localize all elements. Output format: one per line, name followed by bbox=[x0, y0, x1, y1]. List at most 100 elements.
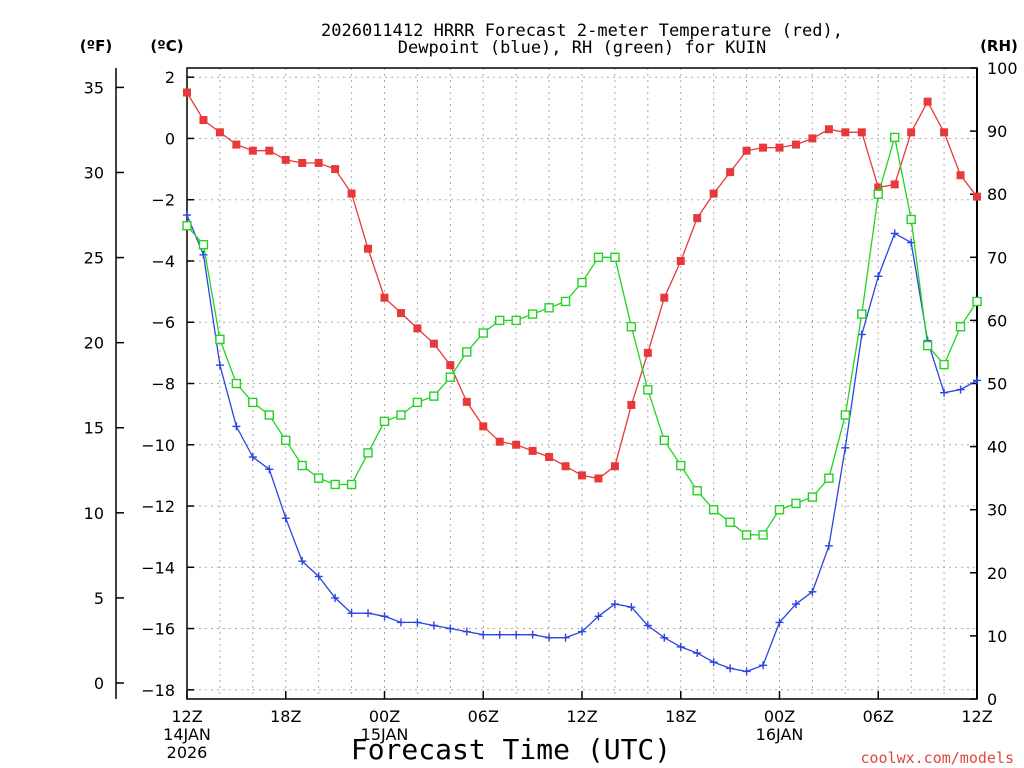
data-point bbox=[313, 473, 324, 483]
data-point bbox=[759, 143, 768, 152]
x-tick-label: 12Z bbox=[566, 707, 597, 726]
data-point bbox=[561, 462, 570, 471]
celsius-tick-label: 0 bbox=[165, 129, 175, 148]
data-point bbox=[922, 340, 933, 351]
series-dewpoint bbox=[183, 211, 981, 676]
celsius-tick-label: −12 bbox=[141, 497, 175, 516]
data-point bbox=[874, 272, 883, 281]
x-tick-label: 16JAN bbox=[756, 725, 804, 744]
data-point bbox=[741, 530, 752, 540]
data-point bbox=[527, 309, 538, 319]
data-point bbox=[643, 385, 653, 395]
data-point bbox=[495, 315, 505, 326]
x-axis-title: Forecast Time (UTC) bbox=[351, 733, 671, 766]
data-point bbox=[610, 600, 619, 609]
rh-tick-label: 40 bbox=[987, 438, 1007, 457]
data-point bbox=[561, 633, 570, 642]
data-point bbox=[890, 180, 899, 189]
data-point bbox=[594, 612, 603, 621]
rh-unit-label: (RH) bbox=[980, 37, 1018, 55]
data-point bbox=[331, 165, 340, 174]
fahrenheit-tick-label: 30 bbox=[84, 163, 104, 182]
data-point bbox=[347, 609, 356, 618]
x-tick-label: 15JAN bbox=[361, 725, 409, 744]
data-point bbox=[380, 293, 389, 302]
data-point bbox=[232, 422, 241, 431]
data-point bbox=[578, 471, 586, 480]
credit-text: coolwx.com/models bbox=[860, 749, 1014, 767]
x-tick-label: 00Z bbox=[369, 707, 400, 726]
data-point bbox=[660, 293, 669, 302]
data-point bbox=[627, 603, 636, 612]
fahrenheit-tick-label: 5 bbox=[94, 589, 104, 608]
data-point bbox=[528, 630, 537, 639]
data-point bbox=[857, 309, 867, 319]
data-point bbox=[379, 416, 390, 427]
celsius-tick-label: −8 bbox=[151, 375, 175, 394]
series-rh bbox=[182, 132, 982, 540]
data-point bbox=[298, 557, 307, 566]
data-point bbox=[726, 664, 735, 673]
data-point bbox=[676, 256, 685, 265]
data-point bbox=[215, 361, 224, 370]
rh-tick-label: 70 bbox=[987, 248, 1007, 267]
data-point bbox=[791, 600, 800, 609]
data-point bbox=[512, 630, 521, 639]
data-point bbox=[429, 621, 438, 630]
data-point bbox=[364, 244, 373, 253]
series-temperature bbox=[183, 88, 981, 483]
data-point bbox=[346, 479, 357, 490]
data-point bbox=[857, 128, 866, 137]
data-point bbox=[775, 143, 784, 152]
fahrenheit-tick-label: 0 bbox=[94, 674, 104, 693]
celsius-tick-label: −10 bbox=[141, 436, 175, 455]
data-point bbox=[874, 183, 883, 192]
data-point bbox=[890, 132, 900, 143]
data-point bbox=[643, 621, 652, 630]
data-point bbox=[593, 252, 604, 263]
data-point bbox=[462, 397, 471, 406]
x-tick-label: 18Z bbox=[270, 707, 301, 726]
rh-tick-label: 90 bbox=[987, 122, 1007, 141]
celsius-unit-label: (ºC) bbox=[150, 37, 183, 55]
data-point bbox=[824, 541, 833, 550]
data-point bbox=[545, 633, 554, 642]
data-point bbox=[199, 250, 208, 259]
series-layer bbox=[182, 88, 982, 676]
celsius-tick-label: −14 bbox=[141, 558, 175, 577]
data-point bbox=[627, 400, 636, 409]
data-point bbox=[298, 158, 307, 167]
axes-layer: 3530252015105020−2−4−6−8−10−12−14−16−181… bbox=[84, 59, 1018, 762]
chart-title-line1: 2026011412 HRRR Forecast 2-meter Tempera… bbox=[321, 21, 843, 41]
fahrenheit-tick-label: 20 bbox=[84, 334, 104, 353]
data-point bbox=[199, 116, 208, 125]
rh-tick-label: 30 bbox=[987, 501, 1007, 520]
data-point bbox=[626, 322, 637, 332]
x-tick-label: 12Z bbox=[171, 707, 202, 726]
data-point bbox=[774, 505, 785, 515]
data-point bbox=[413, 618, 422, 627]
data-point bbox=[873, 189, 883, 199]
data-point bbox=[923, 97, 932, 106]
data-point bbox=[709, 189, 718, 198]
data-point bbox=[330, 479, 340, 490]
data-point bbox=[973, 192, 981, 201]
celsius-tick-label: −4 bbox=[151, 252, 175, 271]
data-point bbox=[544, 303, 554, 313]
data-point bbox=[248, 453, 257, 462]
fahrenheit-tick-label: 15 bbox=[84, 419, 104, 438]
rh-tick-label: 10 bbox=[987, 627, 1007, 646]
data-point bbox=[363, 448, 373, 458]
x-tick-label: 14JAN bbox=[163, 725, 211, 744]
data-point bbox=[511, 315, 521, 326]
rh-tick-label: 60 bbox=[987, 311, 1007, 330]
data-point bbox=[907, 128, 916, 137]
data-point bbox=[445, 372, 456, 382]
rh-tick-label: 80 bbox=[987, 185, 1007, 204]
fahrenheit-tick-label: 25 bbox=[84, 249, 104, 268]
data-point bbox=[413, 324, 422, 333]
data-point bbox=[314, 158, 323, 167]
data-point bbox=[528, 446, 537, 455]
data-point bbox=[396, 618, 405, 627]
